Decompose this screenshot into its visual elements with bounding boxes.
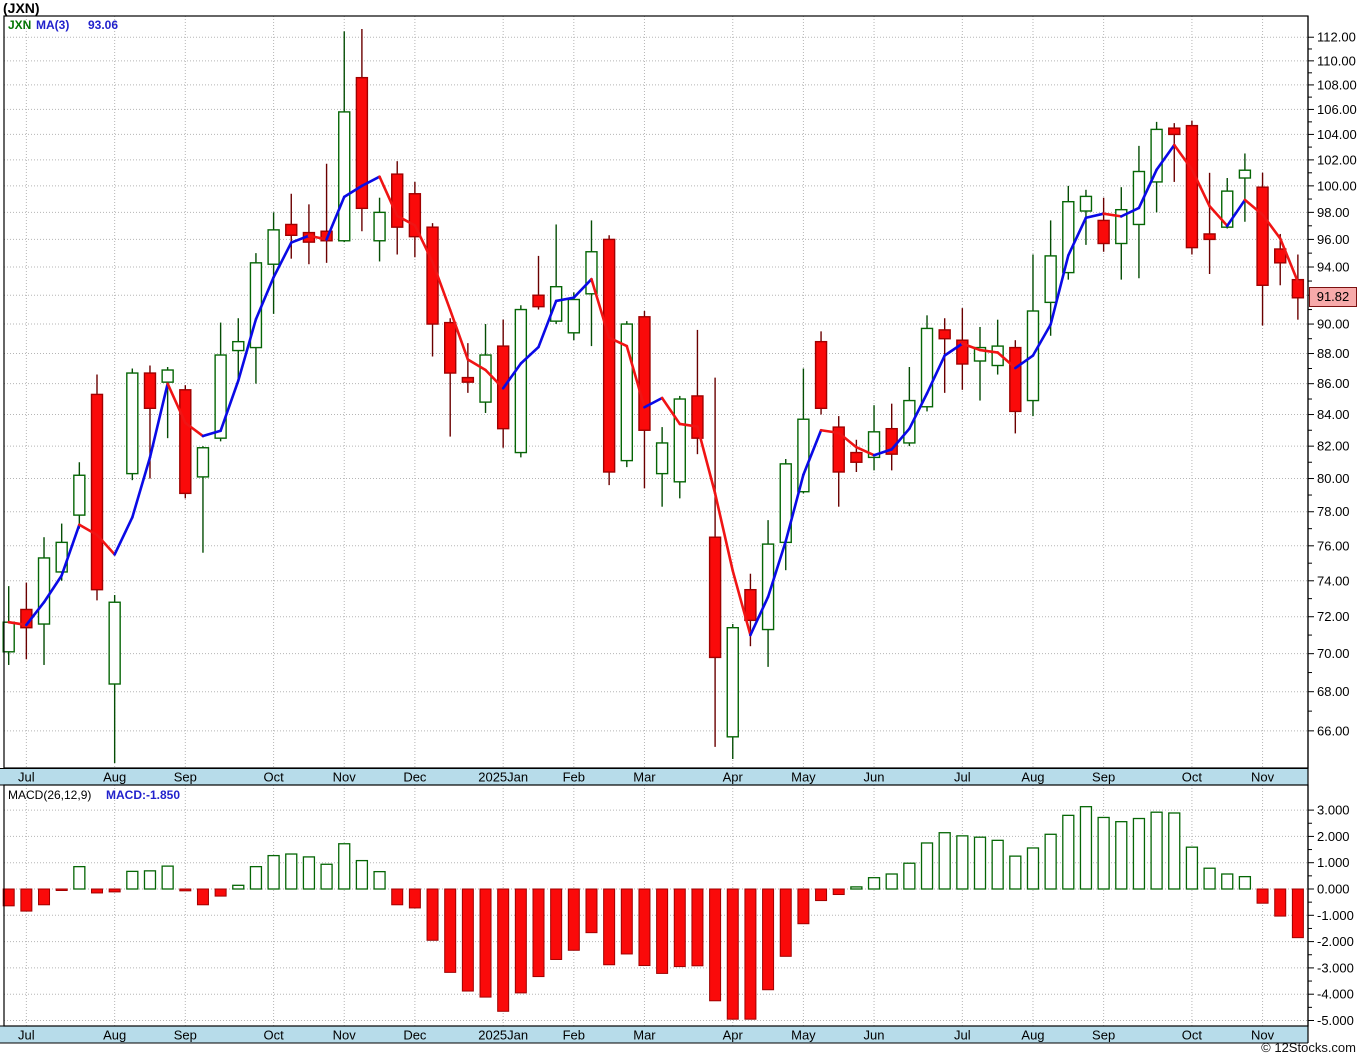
svg-text:May: May: [791, 1028, 816, 1043]
svg-text:68.00: 68.00: [1317, 684, 1350, 699]
month-strips: [0, 768, 1308, 1044]
macd-legend-value: MACD:-1.850: [106, 788, 181, 802]
svg-text:-2.000: -2.000: [1317, 934, 1354, 949]
svg-text:108.00: 108.00: [1317, 77, 1357, 92]
svg-text:Apr: Apr: [723, 1028, 744, 1043]
svg-text:Oct: Oct: [1182, 770, 1203, 785]
svg-text:Oct: Oct: [1182, 1028, 1203, 1043]
svg-text:Aug: Aug: [1021, 770, 1044, 785]
svg-text:78.00: 78.00: [1317, 504, 1350, 519]
svg-text:100.00: 100.00: [1317, 178, 1357, 193]
svg-text:96.00: 96.00: [1317, 232, 1350, 247]
svg-text:112.00: 112.00: [1317, 30, 1356, 45]
svg-text:Sep: Sep: [1092, 770, 1115, 785]
svg-text:3.000: 3.000: [1317, 803, 1350, 818]
svg-text:-3.000: -3.000: [1317, 960, 1354, 975]
candlesticks: [2, 29, 1305, 764]
macd-axis: 3.000 2.000 1.000 0.000 -1.000 -2.000 -3.000 -4…: [1308, 803, 1354, 1028]
svg-text:Mar: Mar: [633, 770, 656, 785]
svg-text:76.00: 76.00: [1317, 538, 1350, 553]
svg-text:2025Jan: 2025Jan: [478, 1028, 528, 1043]
svg-text:Nov: Nov: [333, 1028, 357, 1043]
svg-text:74.00: 74.00: [1317, 573, 1350, 588]
svg-text:Nov: Nov: [1251, 770, 1275, 785]
svg-text:Feb: Feb: [563, 770, 585, 785]
svg-text:98.00: 98.00: [1317, 205, 1350, 220]
svg-text:72.00: 72.00: [1317, 609, 1350, 624]
svg-text:Sep: Sep: [1092, 1028, 1115, 1043]
svg-text:-5.000: -5.000: [1317, 1013, 1354, 1028]
ma3-line: [7, 143, 1300, 637]
macd-gridlines: [4, 809, 1308, 1021]
svg-text:Aug: Aug: [1021, 1028, 1044, 1043]
svg-text:90.00: 90.00: [1317, 317, 1350, 332]
svg-text:Nov: Nov: [333, 770, 357, 785]
svg-text:88.00: 88.00: [1317, 346, 1350, 361]
macd-histogram: [2, 806, 1304, 1020]
svg-text:Jul: Jul: [18, 1028, 35, 1043]
svg-text:66.00: 66.00: [1317, 723, 1350, 738]
svg-text:Feb: Feb: [563, 1028, 585, 1043]
page-title: (JXN): [3, 0, 40, 16]
svg-text:84.00: 84.00: [1317, 407, 1350, 422]
copyright: © 12Stocks.com: [1261, 1040, 1356, 1055]
svg-text:80.00: 80.00: [1317, 471, 1350, 486]
svg-text:110.00: 110.00: [1317, 53, 1356, 68]
svg-text:2.000: 2.000: [1317, 829, 1350, 844]
svg-text:Oct: Oct: [263, 770, 284, 785]
legend-ma-value: 93.06: [88, 18, 119, 32]
svg-text:Oct: Oct: [263, 1028, 284, 1043]
svg-text:Sep: Sep: [174, 1028, 197, 1043]
legend-symbol: JXN: [8, 18, 32, 32]
svg-text:82.00: 82.00: [1317, 439, 1350, 454]
svg-text:1.000: 1.000: [1317, 855, 1350, 870]
svg-text:Apr: Apr: [723, 770, 744, 785]
svg-text:Dec: Dec: [403, 770, 427, 785]
svg-text:Jul: Jul: [954, 1028, 971, 1043]
svg-text:Jun: Jun: [864, 770, 885, 785]
svg-text:104.00: 104.00: [1317, 127, 1357, 142]
last-price-tag: 91.82: [1309, 287, 1357, 307]
svg-text:Nov: Nov: [1251, 1028, 1275, 1043]
svg-text:Dec: Dec: [403, 1028, 427, 1043]
month-labels: Jul Jul Aug Aug Sep Sep Oct Oct Nov Nov Dec Dec 2025…: [18, 770, 1275, 1043]
svg-text:106.00: 106.00: [1317, 102, 1357, 117]
svg-text:2025Jan: 2025Jan: [478, 770, 528, 785]
svg-text:70.00: 70.00: [1317, 646, 1350, 661]
svg-text:Jul: Jul: [954, 770, 971, 785]
legend-ma-label: MA(3): [36, 18, 70, 32]
svg-text:May: May: [791, 770, 816, 785]
svg-text:Aug: Aug: [103, 770, 126, 785]
svg-text:Sep: Sep: [174, 770, 197, 785]
svg-text:Aug: Aug: [103, 1028, 126, 1043]
svg-text:102.00: 102.00: [1317, 152, 1357, 167]
macd-legend-label: MACD(26,12,9): [8, 788, 92, 802]
svg-text:86.00: 86.00: [1317, 376, 1350, 391]
svg-text:Mar: Mar: [633, 1028, 656, 1043]
svg-text:Jul: Jul: [18, 770, 35, 785]
panel-borders: [3, 15, 1309, 1043]
price-axis: 112.00 110.00 108.00 106.00 104.00 102.00 100.…: [1308, 30, 1357, 738]
svg-text:Jun: Jun: [864, 1028, 885, 1043]
main-gridlines: [4, 36, 1308, 732]
month-gridlines: [25, 16, 1264, 1026]
svg-text:-4.000: -4.000: [1317, 987, 1354, 1002]
svg-text:-1.000: -1.000: [1317, 908, 1354, 923]
svg-text:0.000: 0.000: [1317, 882, 1350, 897]
svg-text:94.00: 94.00: [1317, 260, 1350, 275]
